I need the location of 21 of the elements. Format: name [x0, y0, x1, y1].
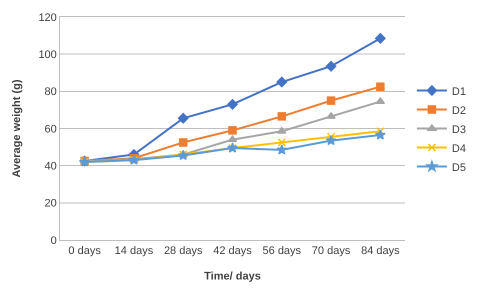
legend-label: D5: [452, 162, 466, 174]
y-tick-label: 120: [38, 12, 57, 24]
x-tick-label: 14 days: [114, 245, 154, 258]
y-tick-label: 0: [50, 234, 57, 247]
x-tick-label: 42 days: [213, 245, 252, 258]
x-tick-label: 0 days: [68, 245, 102, 258]
legend-label: D2: [452, 104, 466, 117]
x-axis-title: Time/ days: [204, 270, 261, 282]
x-tick-label: 84 days: [361, 245, 400, 258]
y-tick-label: 80: [44, 86, 57, 98]
y-tick-label: 40: [44, 160, 57, 173]
y-axis-title: Average weight (g): [11, 79, 24, 178]
y-tick-label: 20: [44, 198, 57, 210]
legend-label: D1: [452, 86, 466, 98]
y-tick-label: 100: [38, 49, 57, 62]
legend-label: D3: [452, 124, 466, 136]
legend-label: D4: [452, 142, 466, 155]
x-tick-label: 28 days: [164, 245, 203, 258]
x-tick-label: 70 days: [312, 245, 351, 258]
y-tick-label: 60: [44, 123, 57, 136]
x-tick-label: 56 days: [262, 245, 302, 258]
